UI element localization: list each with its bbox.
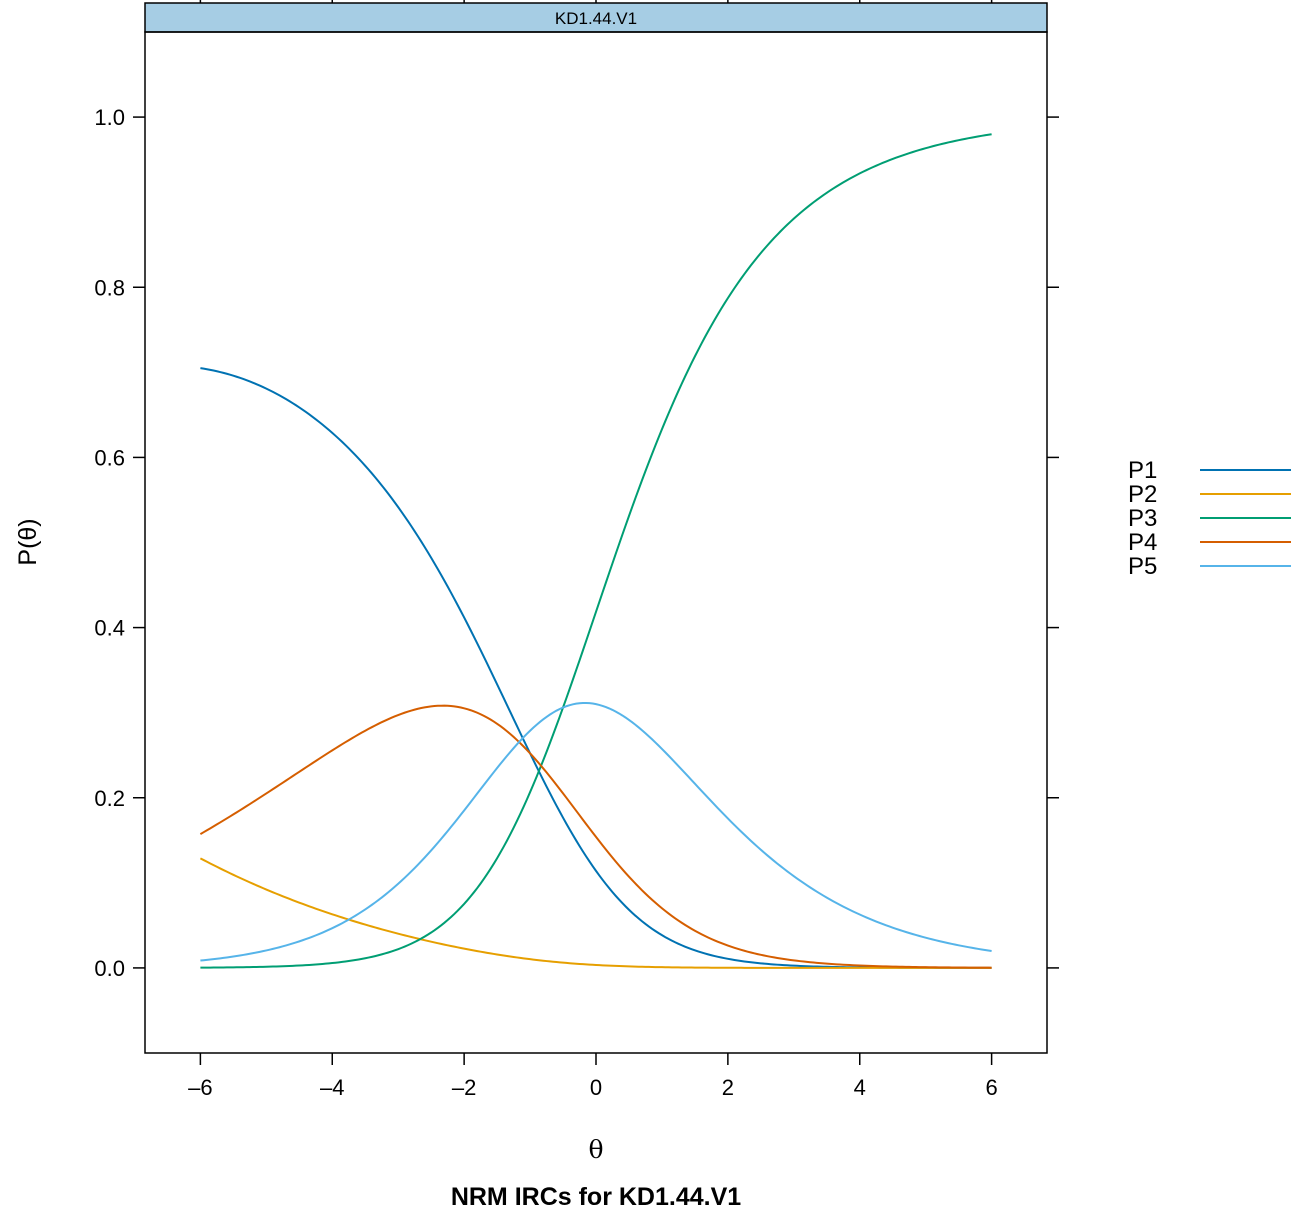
legend-label-p1: P1: [1128, 457, 1157, 484]
y-axis-left: 0.0 0.2 0.4 0.6 0.8 1.0: [94, 105, 145, 981]
series-line-p1: [200, 368, 991, 968]
y-tick-label: 0.2: [94, 786, 125, 811]
x-axis-bottom: –6 –4 –2 0 2 4 6: [188, 1053, 998, 1100]
y-axis-title: P(θ): [14, 518, 42, 565]
legend-label-p4: P4: [1128, 529, 1157, 556]
x-tick-label: –4: [320, 1075, 344, 1100]
x-tick-label: –6: [188, 1075, 212, 1100]
y-tick-label: 0.6: [94, 445, 125, 470]
panel-strip-label: KD1.44.V1: [555, 9, 637, 28]
series-line-p4: [200, 706, 991, 968]
series-line-p5: [200, 703, 991, 961]
legend-label-p2: P2: [1128, 481, 1157, 508]
legend-label-p5: P5: [1128, 553, 1157, 580]
x-tick-label: 2: [722, 1075, 734, 1100]
plot-frame: [145, 32, 1047, 1053]
x-tick-label: 4: [854, 1075, 866, 1100]
chart-title: NRM IRCs for KD1.44.V1: [451, 1183, 741, 1211]
series-line-p3: [200, 134, 991, 967]
x-axis-title: θ: [588, 1135, 603, 1164]
x-tick-label: 0: [590, 1075, 602, 1100]
series-lines: [200, 134, 991, 968]
x-tick-label: –2: [452, 1075, 476, 1100]
x-tick-label: 6: [985, 1075, 997, 1100]
legend-label-p3: P3: [1128, 505, 1157, 532]
y-axis-right: [1047, 117, 1059, 968]
y-tick-label: 0.4: [94, 616, 125, 641]
y-tick-label: 0.0: [94, 956, 125, 981]
y-tick-label: 0.8: [94, 275, 125, 300]
y-tick-label: 1.0: [94, 105, 125, 130]
series-line-p2: [200, 858, 991, 968]
